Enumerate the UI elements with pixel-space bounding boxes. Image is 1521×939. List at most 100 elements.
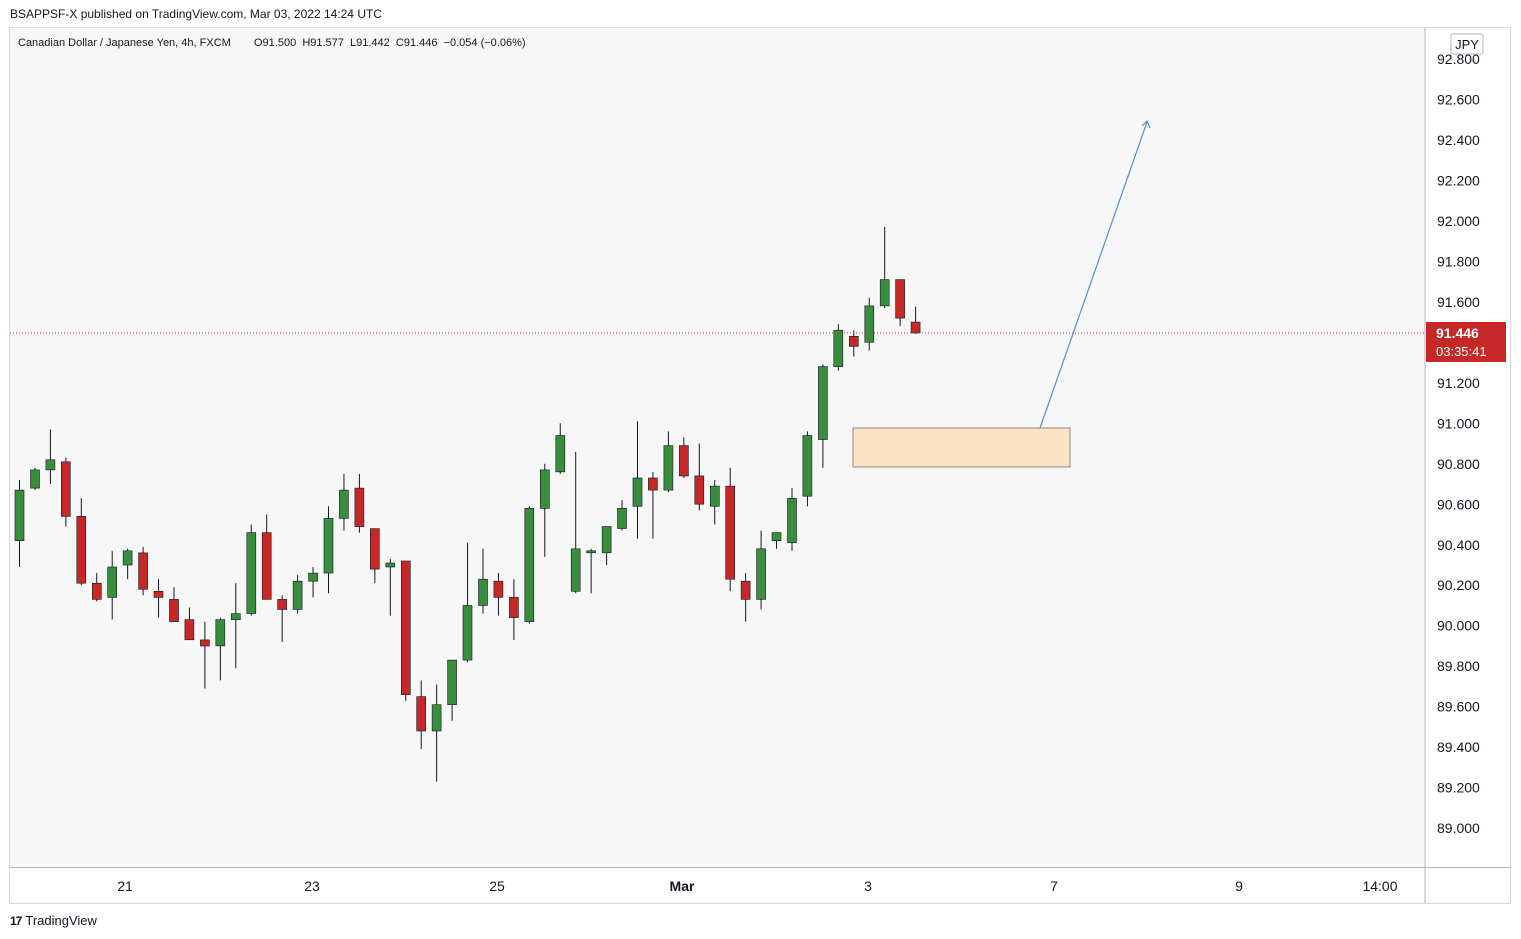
candles-layer (14, 227, 921, 782)
candle-body (895, 279, 905, 319)
candle (153, 579, 164, 618)
candle (323, 506, 334, 594)
candle (354, 473, 365, 533)
candle-body (92, 582, 102, 600)
candle (895, 279, 905, 327)
time-tick-label: 21 (117, 878, 133, 894)
candle (292, 575, 303, 614)
candle (200, 621, 210, 689)
candle-body (833, 329, 844, 367)
candle-body (447, 659, 457, 705)
candle-body (184, 619, 195, 641)
candle-body (570, 548, 581, 592)
candle-body (818, 366, 828, 440)
candle (431, 684, 442, 782)
candle (756, 530, 766, 610)
price-tick-label: 92.600 (1437, 92, 1480, 108)
candle-body (277, 599, 287, 610)
projection-arrow[interactable] (1039, 119, 1151, 429)
price-tick-label: 92.200 (1437, 172, 1480, 188)
candle (586, 548, 596, 594)
price-tick-label: 90.400 (1437, 537, 1480, 553)
price-tick-label: 89.600 (1437, 699, 1480, 715)
candle-body (122, 550, 133, 566)
price-tick-label: 89.400 (1437, 739, 1480, 755)
time-tick-label: 9 (1235, 878, 1243, 894)
candle-body (910, 321, 921, 334)
candle-body (586, 550, 596, 554)
candle-body (369, 528, 380, 570)
price-tick-label: 91.200 (1437, 375, 1480, 391)
demand-zone-rectangle[interactable] (852, 427, 1071, 468)
candle-body (617, 507, 627, 529)
time-tick-label: 7 (1050, 878, 1058, 894)
candle-body (107, 566, 117, 598)
candle-body (879, 279, 890, 307)
tradingview-brand[interactable]: 17 TradingView (10, 913, 97, 928)
candle (261, 514, 272, 600)
candle-body (555, 435, 566, 473)
candle (787, 488, 797, 551)
candle-body (14, 489, 25, 542)
candle (138, 546, 148, 596)
candle (570, 451, 581, 594)
candle-body (663, 445, 674, 491)
candle (663, 431, 674, 493)
candle-body (694, 475, 705, 505)
brand-name: TradingView (25, 913, 97, 928)
candle-body (416, 696, 427, 732)
candle-body (385, 562, 396, 568)
candle (555, 423, 566, 474)
candle-body (509, 597, 519, 618)
price-tick-label: 89.200 (1437, 780, 1480, 796)
candle-body (169, 599, 179, 623)
candle (478, 548, 488, 614)
candle (648, 471, 658, 539)
candle-body (725, 485, 736, 580)
time-tick-label: Mar (670, 878, 695, 894)
last-price-label: 91.446 03:35:41 (1426, 322, 1506, 362)
candle (60, 457, 71, 527)
price-tick-label: 92.400 (1437, 132, 1480, 148)
price-tick-label: 90.600 (1437, 496, 1480, 512)
candle-body (231, 613, 241, 620)
candle-body (153, 590, 164, 598)
time-axis[interactable]: 21 23 25 Mar 3 7 9 14:00 (117, 878, 1398, 894)
candle (385, 558, 396, 616)
candle (45, 429, 56, 484)
candle (246, 524, 257, 616)
candle (308, 567, 318, 598)
candle (864, 297, 875, 351)
price-tick-label: 92.800 (1437, 51, 1480, 67)
chart-title: Canadian Dollar / Japanese Yen, 4h, FXCM (18, 37, 231, 49)
candle (92, 573, 102, 602)
candle (617, 500, 627, 531)
currency-label: JPY (1455, 37, 1479, 52)
candle-body (864, 305, 875, 343)
candle-body (632, 477, 643, 507)
currency-badge[interactable] (1450, 33, 1484, 55)
time-tick-label: 14:00 (1362, 878, 1397, 894)
candle-body (802, 435, 813, 497)
candle-body (30, 469, 40, 489)
candle-body (45, 459, 56, 471)
candle-body (308, 572, 318, 582)
candle (169, 587, 179, 623)
candle-body (76, 516, 87, 584)
candle-body (354, 487, 365, 527)
candle (76, 498, 87, 586)
candle-body (771, 532, 782, 541)
candle (416, 680, 427, 750)
candle-body (601, 526, 612, 554)
candle-body (493, 580, 504, 598)
candle (818, 364, 828, 468)
arrowhead-icon (1141, 119, 1151, 129)
price-axis[interactable]: 92.800 92.600 92.400 92.200 92.000 91.800 91.6… (1437, 51, 1480, 836)
candle-body (787, 497, 797, 544)
candle (122, 548, 133, 580)
candle (833, 324, 844, 371)
candle-body (60, 461, 71, 517)
candle-body (200, 639, 210, 647)
candle-body (524, 507, 535, 622)
